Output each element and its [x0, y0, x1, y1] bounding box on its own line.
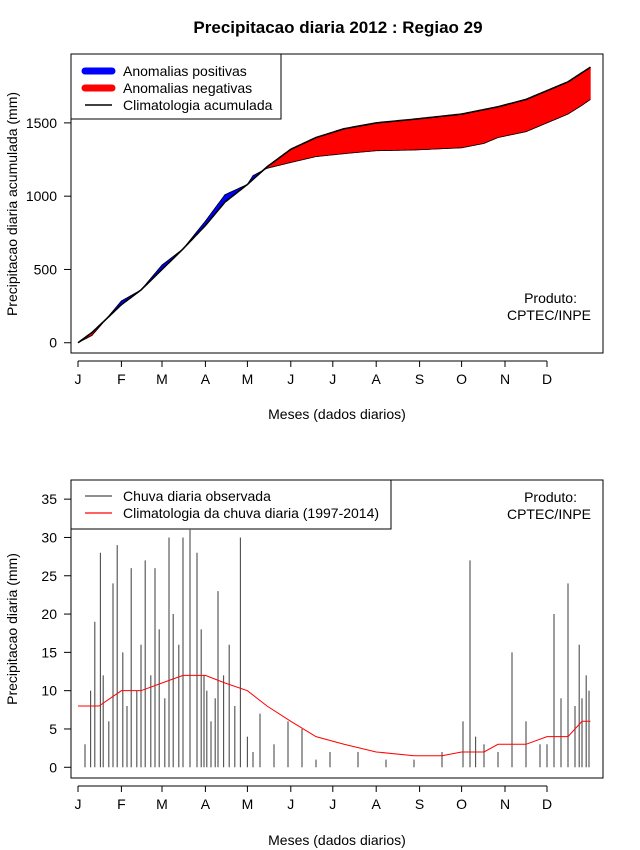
bottom-ytick-label: 35	[41, 491, 57, 507]
bottom-ytick-label: 15	[41, 644, 57, 660]
bottom-annotation-line-1: Produto:	[524, 489, 577, 505]
bottom-ytick-label: 10	[41, 683, 57, 699]
top-legend: Anomalias positivas Anomalias negativas …	[70, 53, 282, 120]
legend-label-daily-climatology: Climatologia da chuva diaria (1997-2014)	[123, 505, 379, 521]
chart-title: Precipitacao diaria 2012 : Regiao 29	[193, 18, 482, 37]
top-ytick-label: 1500	[26, 115, 57, 131]
top-xtick-label: J	[75, 371, 82, 387]
top-panel: J F M A M J J A S O N D 0 500 1000 1500 Precipitacao di…	[4, 53, 604, 422]
top-marks	[77, 66, 591, 344]
top-xtick-label: M	[242, 371, 254, 387]
top-annotation-line-2: CPTEC/INPE	[507, 307, 591, 323]
bottom-xtick-label: S	[415, 796, 424, 812]
bottom-ytick-label: 0	[49, 759, 57, 775]
bottom-xtick-label: A	[372, 796, 382, 812]
bottom-annotation-line-2: CPTEC/INPE	[507, 506, 591, 522]
climatology-cumulative-line	[77, 66, 591, 344]
top-annotation-line-1: Produto:	[524, 290, 577, 306]
bottom-xtick-label: N	[500, 796, 510, 812]
top-xtick-label: N	[500, 371, 510, 387]
bottom-xlabel: Meses (dados diarios)	[268, 832, 406, 848]
top-xtick-label: A	[201, 371, 211, 387]
bottom-xtick-label: J	[329, 796, 336, 812]
bottom-axes: J F M A M J J A S O N D 0 5 10 15 20 25 30 35	[41, 491, 552, 812]
bottom-panel: J F M A M J J A S O N D 0 5 10 15 20 25 30 35 Precipitacao …	[4, 479, 604, 848]
bottom-xtick-label: J	[75, 796, 82, 812]
bottom-ytick-label: 30	[41, 529, 57, 545]
top-xtick-label: A	[372, 371, 382, 387]
top-ytick-label: 0	[49, 335, 57, 351]
top-ytick-label: 1000	[26, 188, 57, 204]
top-xtick-label: F	[117, 371, 126, 387]
bottom-xtick-label: F	[117, 796, 126, 812]
top-axes: J F M A M J J A S O N D 0 500 1000 1500	[26, 115, 552, 387]
bottom-xtick-label: A	[201, 796, 211, 812]
top-xtick-label: S	[415, 371, 424, 387]
bottom-xtick-label: M	[156, 796, 168, 812]
top-xtick-label: O	[456, 371, 467, 387]
legend-label-climatology: Climatologia acumulada	[123, 97, 273, 113]
bottom-ytick-label: 25	[41, 568, 57, 584]
top-xtick-label: J	[287, 371, 294, 387]
legend-label-positive: Anomalias positivas	[123, 63, 247, 79]
bottom-legend: Chuva diaria observada Climatologia da c…	[70, 479, 392, 530]
bottom-legend-box	[70, 479, 392, 530]
top-xtick-label: D	[542, 371, 552, 387]
daily-climatology-line	[78, 674, 591, 757]
bottom-xtick-label: O	[456, 796, 467, 812]
anomaly-negative-segment	[588, 66, 591, 101]
bottom-xtick-label: M	[242, 796, 254, 812]
bottom-ytick-label: 20	[41, 606, 57, 622]
top-ylabel: Precipitacao diaria acumulada (mm)	[4, 92, 20, 316]
top-ytick-label: 500	[34, 261, 58, 277]
legend-label-observed: Chuva diaria observada	[123, 488, 271, 504]
top-xtick-label: M	[156, 371, 168, 387]
bottom-xtick-label: D	[542, 796, 552, 812]
top-xlabel: Meses (dados diarios)	[268, 406, 406, 422]
top-xtick-label: J	[329, 371, 336, 387]
bottom-ylabel: Precipitacao diaria (mm)	[4, 553, 20, 705]
observed-cumulative-line	[77, 99, 591, 344]
bottom-ytick-label: 5	[49, 721, 57, 737]
legend-label-negative: Anomalias negativas	[123, 80, 252, 96]
bottom-xtick-label: J	[287, 796, 294, 812]
bottom-marks	[78, 529, 591, 768]
